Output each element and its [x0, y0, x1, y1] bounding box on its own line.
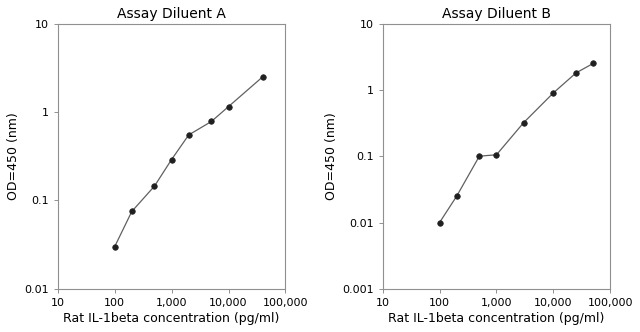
X-axis label: Rat IL-1beta concentration (pg/ml): Rat IL-1beta concentration (pg/ml)	[63, 312, 280, 325]
Y-axis label: OD=450 (nm): OD=450 (nm)	[7, 112, 20, 200]
Title: Assay Diluent A: Assay Diluent A	[117, 7, 226, 21]
Title: Assay Diluent B: Assay Diluent B	[442, 7, 551, 21]
X-axis label: Rat IL-1beta concentration (pg/ml): Rat IL-1beta concentration (pg/ml)	[388, 312, 605, 325]
Y-axis label: OD=450 (nm): OD=450 (nm)	[325, 112, 338, 200]
